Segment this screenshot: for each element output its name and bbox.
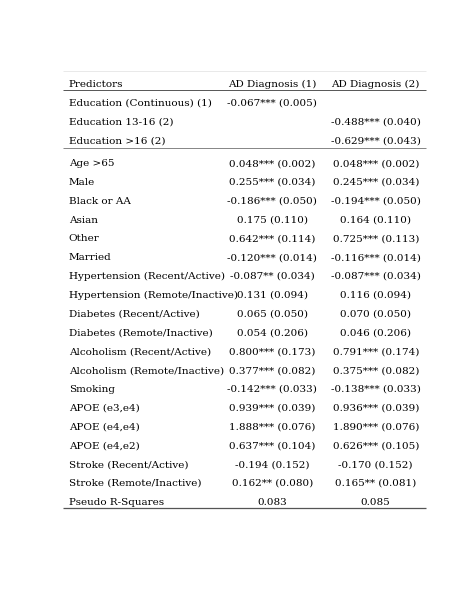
Text: Male: Male [69,178,95,187]
Text: 0.065 (0.050): 0.065 (0.050) [236,310,307,319]
Text: -0.194 (0.152): -0.194 (0.152) [235,460,309,469]
Text: Diabetes (Recent/Active): Diabetes (Recent/Active) [69,310,199,319]
Text: -0.116*** (0.014): -0.116*** (0.014) [330,253,420,262]
Text: -0.087*** (0.034): -0.087*** (0.034) [330,272,420,281]
Text: 0.936*** (0.039): 0.936*** (0.039) [332,403,418,413]
Text: 0.116 (0.094): 0.116 (0.094) [339,291,410,300]
Text: 0.255*** (0.034): 0.255*** (0.034) [228,178,315,187]
Text: 0.375*** (0.082): 0.375*** (0.082) [332,366,418,375]
Text: AD Diagnosis (1): AD Diagnosis (1) [228,80,316,90]
Text: -0.186*** (0.050): -0.186*** (0.050) [227,197,317,206]
Text: Stroke (Remote/Inactive): Stroke (Remote/Inactive) [69,479,201,488]
Text: 0.939*** (0.039): 0.939*** (0.039) [228,403,315,413]
Text: 0.054 (0.206): 0.054 (0.206) [236,329,307,337]
Text: 0.083: 0.083 [257,498,287,507]
Text: -0.067*** (0.005): -0.067*** (0.005) [227,99,317,108]
Text: AD Diagnosis (2): AD Diagnosis (2) [331,80,419,90]
Text: 0.165** (0.081): 0.165** (0.081) [334,479,416,488]
Text: 0.626*** (0.105): 0.626*** (0.105) [332,441,418,451]
Text: -0.120*** (0.014): -0.120*** (0.014) [227,253,317,262]
Text: 0.162** (0.080): 0.162** (0.080) [231,479,312,488]
Text: 0.046 (0.206): 0.046 (0.206) [339,329,410,337]
Text: -0.194*** (0.050): -0.194*** (0.050) [330,197,420,206]
Text: Stroke (Recent/Active): Stroke (Recent/Active) [69,460,188,469]
Text: Other: Other [69,234,99,243]
Text: -0.629*** (0.043): -0.629*** (0.043) [330,137,420,145]
Text: Alcoholism (Remote/Inactive): Alcoholism (Remote/Inactive) [69,366,224,375]
Text: -0.488*** (0.040): -0.488*** (0.040) [330,118,420,127]
Text: 0.175 (0.110): 0.175 (0.110) [236,216,307,224]
Text: Asian: Asian [69,216,98,224]
Text: Education (Continuous) (1): Education (Continuous) (1) [69,99,211,108]
Text: 1.888*** (0.076): 1.888*** (0.076) [228,422,315,432]
Text: 0.085: 0.085 [360,498,390,507]
Text: -0.142*** (0.033): -0.142*** (0.033) [227,385,317,394]
Text: Age >65: Age >65 [69,159,114,168]
Text: Hypertension (Recent/Active): Hypertension (Recent/Active) [69,272,224,281]
Text: 0.725*** (0.113): 0.725*** (0.113) [332,234,418,243]
Text: 0.642*** (0.114): 0.642*** (0.114) [228,234,315,243]
Text: 0.164 (0.110): 0.164 (0.110) [339,216,410,224]
Text: Married: Married [69,253,111,262]
Text: Hypertension (Remote/Inactive): Hypertension (Remote/Inactive) [69,291,238,300]
Text: 0.048*** (0.002): 0.048*** (0.002) [332,159,418,168]
Text: Black or AA: Black or AA [69,197,130,206]
Text: 0.048*** (0.002): 0.048*** (0.002) [228,159,315,168]
Text: Pseudo R-Squares: Pseudo R-Squares [69,498,164,507]
Text: APOE (e3,e4): APOE (e3,e4) [69,403,139,413]
Text: Diabetes (Remote/Inactive): Diabetes (Remote/Inactive) [69,329,212,337]
Text: Education 13-16 (2): Education 13-16 (2) [69,118,173,127]
Text: 0.131 (0.094): 0.131 (0.094) [236,291,307,300]
Text: 0.637*** (0.104): 0.637*** (0.104) [228,441,315,451]
Text: APOE (e4,e4): APOE (e4,e4) [69,422,139,432]
Text: 1.890*** (0.076): 1.890*** (0.076) [332,422,418,432]
Text: APOE (e4,e2): APOE (e4,e2) [69,441,139,451]
Text: 0.791*** (0.174): 0.791*** (0.174) [332,348,418,356]
Text: 0.377*** (0.082): 0.377*** (0.082) [228,366,315,375]
Text: Smoking: Smoking [69,385,115,394]
Text: -0.138*** (0.033): -0.138*** (0.033) [330,385,420,394]
Text: 0.800*** (0.173): 0.800*** (0.173) [228,348,315,356]
Text: -0.087** (0.034): -0.087** (0.034) [229,272,314,281]
Text: Alcoholism (Recent/Active): Alcoholism (Recent/Active) [69,348,210,356]
Text: -0.170 (0.152): -0.170 (0.152) [338,460,412,469]
Text: 0.070 (0.050): 0.070 (0.050) [339,310,410,319]
Text: Education >16 (2): Education >16 (2) [69,137,165,145]
Text: Predictors: Predictors [69,80,123,89]
Text: 0.245*** (0.034): 0.245*** (0.034) [332,178,418,187]
